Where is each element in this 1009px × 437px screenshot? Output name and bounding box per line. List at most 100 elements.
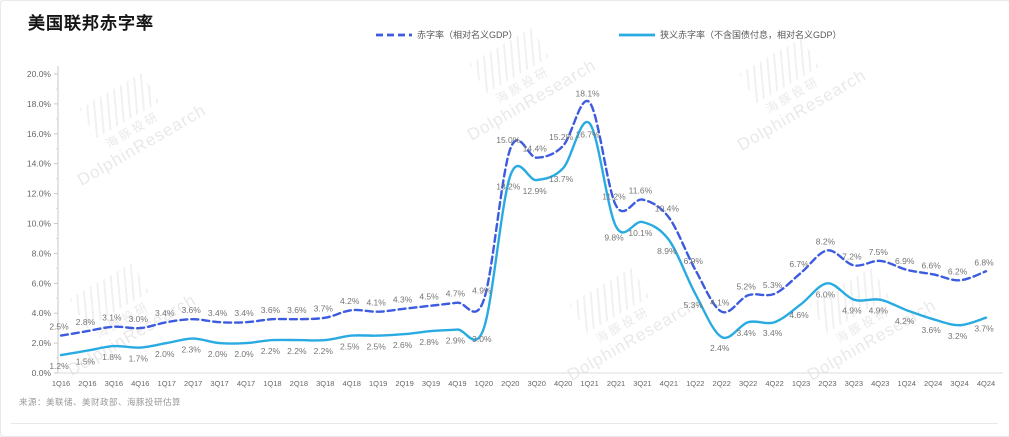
data-label: 2.2% [287, 346, 307, 356]
data-label: 18.1% [576, 88, 601, 98]
source-note: 来源：美联储、美财政部、海豚投研估算 [19, 397, 182, 407]
data-label: 4.2% [895, 316, 915, 326]
data-label: 4.9% [842, 306, 862, 316]
x-axis-label: 4Q16 [131, 379, 149, 388]
data-label: 3.4% [234, 308, 254, 318]
data-label: 15.0% [496, 135, 521, 145]
data-label: 3.6% [921, 325, 941, 335]
data-label: 4.7% [446, 289, 466, 299]
x-axis-label: 3Q19 [422, 379, 440, 388]
x-axis-label: 4Q17 [237, 379, 255, 388]
data-label: 2.8% [419, 337, 439, 347]
y-axis-label: 4.0% [32, 308, 52, 318]
data-label: 5.3% [763, 280, 783, 290]
data-label: 13.2% [496, 182, 521, 192]
data-label: 5.2% [736, 281, 756, 291]
chart-title: 美国联邦赤字率 [28, 14, 154, 33]
data-label: 6.8% [974, 257, 994, 267]
data-label: 3.1% [102, 313, 122, 323]
legend-label: 赤字率（相对名义GDP） [417, 30, 518, 40]
x-axis-label: 1Q21 [580, 379, 598, 388]
data-label: 3.7% [974, 324, 994, 334]
data-label: 7.2% [842, 251, 862, 261]
data-label: 4.9% [472, 286, 492, 296]
x-axis-label: 1Q17 [158, 379, 176, 388]
data-label: 6.9% [895, 256, 915, 266]
x-axis-label: 2Q18 [290, 379, 308, 388]
data-label: 4.9% [869, 306, 889, 316]
data-label: 4.1% [366, 298, 386, 308]
data-label: 3.4% [208, 308, 228, 318]
data-label: 2.6% [393, 340, 413, 350]
data-label: 15.2% [549, 132, 574, 142]
dashed-line-swatch [376, 33, 412, 36]
y-axis-label: 14.0% [27, 159, 52, 169]
data-label: 2.5% [340, 342, 360, 352]
data-label: 11.6% [629, 186, 653, 196]
x-axis-label: 3Q24 [950, 379, 968, 388]
narrow-deficit-rate-line [59, 120, 988, 357]
x-axis-label: 3Q22 [739, 379, 757, 388]
y-axis-label: 6.0% [32, 278, 52, 288]
data-label: 6.6% [921, 260, 941, 270]
data-label: 3.4% [763, 328, 783, 338]
y-axis-label: 8.0% [32, 248, 52, 258]
solid-line-swatch [619, 33, 655, 36]
data-label: 3.4% [155, 308, 175, 318]
data-label: 2.5% [49, 322, 69, 332]
data-label: 3.6% [261, 305, 281, 315]
legend-label: 狭义赤字率（不含国债付息，相对名义GDP） [660, 30, 842, 40]
data-label: 6.2% [948, 266, 968, 276]
data-label: 12.9% [523, 186, 548, 196]
x-axis-label: 4Q21 [660, 379, 678, 388]
legend-item-narrow-deficit-rate[interactable]: 狭义赤字率（不含国债付息，相对名义GDP） [619, 28, 842, 41]
x-axis-label: 3Q23 [845, 379, 863, 388]
x-axis-label: 4Q22 [765, 379, 783, 388]
x-axis-label: 3Q21 [633, 379, 651, 388]
data-label: 2.8% [76, 317, 96, 327]
data-label: 3.6% [287, 305, 307, 315]
x-axis-label: 2Q17 [184, 379, 202, 388]
x-axis-label: 4Q20 [554, 379, 572, 388]
data-label: 1.2% [49, 361, 69, 371]
x-axis-label: 2Q23 [818, 379, 836, 388]
data-label: 6.9% [684, 256, 704, 266]
x-axis-label: 3Q20 [528, 379, 546, 388]
y-axis-label: 10.0% [27, 219, 52, 229]
data-label: 4.1% [710, 298, 730, 308]
y-axis-label: 12.0% [27, 189, 52, 199]
y-axis-label: 0.0% [32, 368, 52, 378]
data-label: 4.3% [393, 295, 413, 305]
x-axis-label: 1Q23 [792, 379, 810, 388]
data-label: 4.5% [419, 292, 439, 302]
data-label: 1.5% [76, 357, 96, 367]
data-label: 2.0% [208, 349, 228, 359]
data-label: 3.7% [314, 304, 334, 314]
footer-divider [11, 423, 998, 424]
data-label: 2.2% [261, 346, 281, 356]
data-label: 14.4% [523, 144, 548, 154]
data-label: 2.4% [710, 343, 730, 353]
x-axis-label: 1Q19 [369, 379, 387, 388]
x-axis-label: 1Q24 [898, 379, 916, 388]
x-axis-label: 4Q24 [977, 379, 995, 388]
data-label: 3.0% [129, 314, 149, 324]
x-axis-label: 2Q24 [924, 379, 942, 388]
x-axis-label: 2Q20 [501, 379, 519, 388]
x-axis-label: 3Q17 [210, 379, 228, 388]
data-label: 1.8% [102, 352, 122, 362]
data-label: 6.7% [789, 259, 809, 269]
x-axis-label: 3Q16 [105, 379, 123, 388]
data-label: 16.7% [576, 129, 601, 139]
x-axis-label: 1Q18 [263, 379, 281, 388]
x-axis-label: 1Q22 [686, 379, 704, 388]
x-axis-label: 2Q16 [78, 379, 96, 388]
legend-item-deficit-rate[interactable]: 赤字率（相对名义GDP） [376, 28, 518, 41]
x-axis-label: 1Q16 [52, 379, 70, 388]
data-label: 7.5% [869, 247, 889, 257]
x-axis-label: 2Q22 [713, 379, 731, 388]
data-label: 2.2% [314, 346, 334, 356]
data-label: 8.9% [657, 246, 677, 256]
